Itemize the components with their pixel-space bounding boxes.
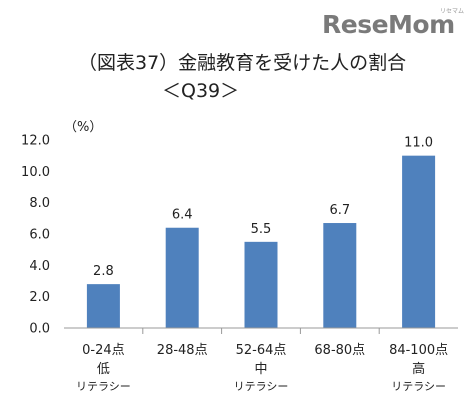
- bar: [165, 227, 199, 328]
- logo-text: ReseMom: [322, 10, 455, 39]
- chart-title: （図表37）金融教育を受けた人の割合: [78, 52, 407, 74]
- x-tick-label: 低: [97, 362, 110, 377]
- data-label: 5.5: [251, 222, 272, 237]
- x-tick-label: 中: [254, 362, 267, 377]
- x-tick-label: 0-24点: [82, 343, 125, 358]
- x-tick-label: 84-100点: [389, 343, 448, 358]
- bar: [323, 223, 357, 328]
- x-tick-label: リテラシー: [76, 380, 131, 393]
- data-label: 11.0: [404, 136, 433, 151]
- x-tick-label: リテラシー: [234, 380, 289, 393]
- y-tick-label: 10.0: [21, 165, 50, 180]
- y-tick-label: 8.0: [29, 196, 50, 211]
- bar: [86, 284, 120, 328]
- resemom-logo: ReseMom リセマム: [322, 8, 468, 42]
- y-tick-label: 6.0: [29, 228, 50, 243]
- data-label: 6.4: [172, 208, 193, 223]
- data-label: 2.8: [93, 264, 114, 279]
- chart-subtitle: ＜Q39＞: [162, 80, 240, 102]
- data-labels: 2.8 6.4 5.5 6.7 11.0: [93, 136, 433, 279]
- data-label: 6.7: [329, 203, 350, 218]
- x-tick-label: 68-80点: [314, 343, 365, 358]
- x-tick-label: 52-64点: [236, 343, 287, 358]
- y-tick-label: 0.0: [29, 322, 50, 337]
- y-tick-label: 12.0: [21, 134, 50, 149]
- x-tick-label: リテラシー: [391, 380, 446, 393]
- logo-kana: リセマム: [439, 8, 464, 15]
- x-tick-label: 高: [412, 361, 425, 377]
- y-tick-label: 2.0: [29, 290, 50, 305]
- bar: [244, 241, 278, 328]
- y-axis: 0.0 2.0 4.0 6.0 8.0 10.0 12.0: [21, 134, 50, 337]
- y-axis-unit-label: （%）: [64, 120, 102, 135]
- y-tick-label: 4.0: [29, 259, 50, 274]
- bar: [402, 155, 436, 328]
- x-tick-label: 28-48点: [157, 343, 208, 358]
- bar-series: [86, 155, 436, 328]
